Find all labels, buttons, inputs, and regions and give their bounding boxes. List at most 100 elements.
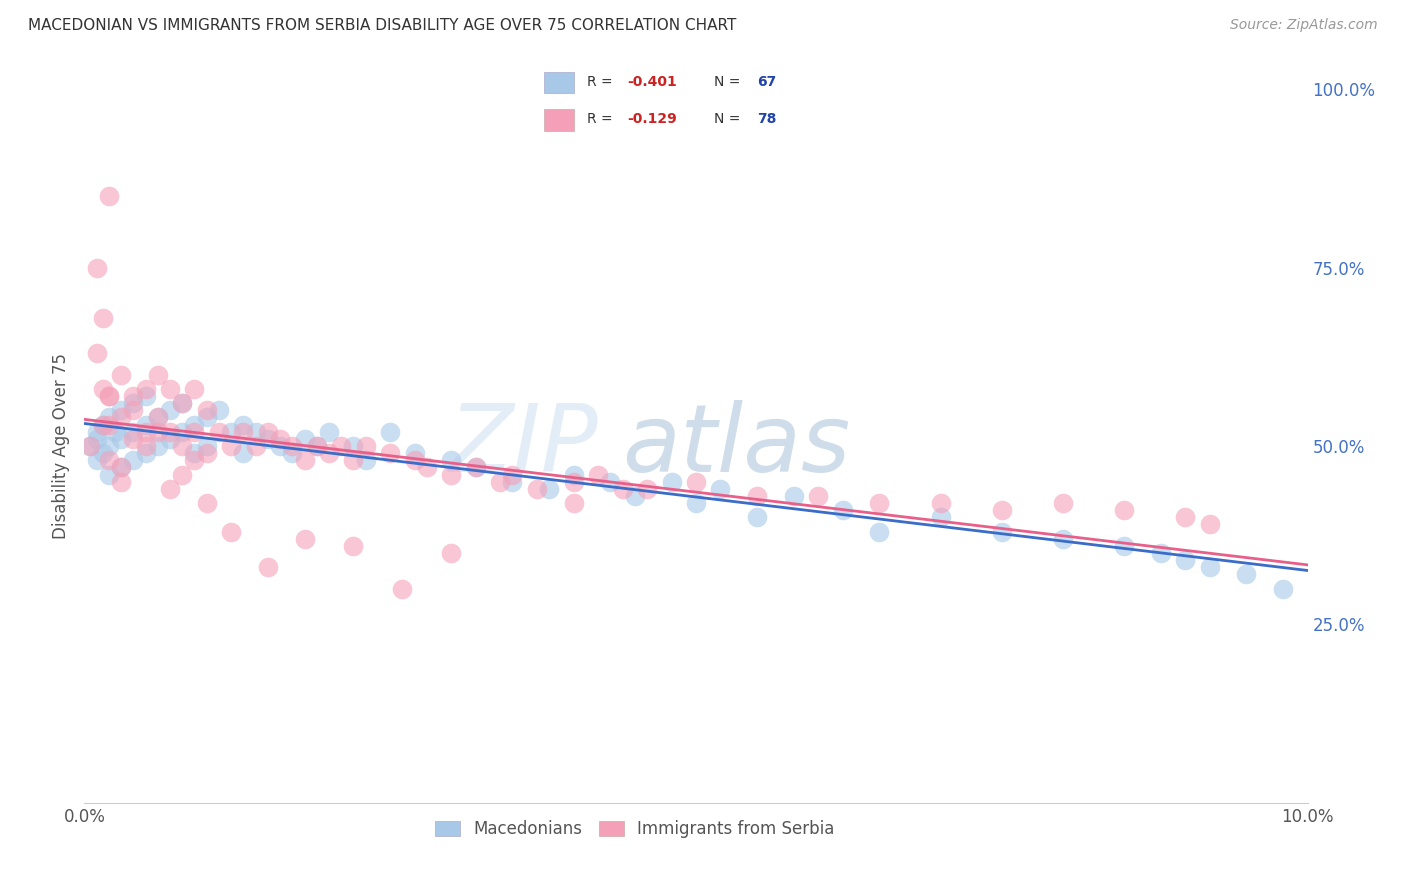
Point (269, 439, 291, 453)
Point (122, 425, 145, 439)
Point (79, 439, 101, 453)
Point (195, 446, 218, 460)
Bar (544, 110, 575, 130)
Point (294, 432, 316, 446)
Text: N =: N = (714, 112, 744, 127)
Point (330, 439, 353, 453)
Point (110, 410, 132, 425)
Point (354, 439, 377, 453)
Point (440, 453, 463, 467)
Point (440, 546, 463, 560)
Point (929, 496, 952, 510)
Point (599, 475, 621, 489)
Point (538, 482, 561, 496)
Point (208, 403, 231, 417)
Point (91, 446, 114, 460)
Point (1198, 560, 1220, 574)
Point (86, 425, 108, 439)
Point (380, 425, 402, 439)
Text: N =: N = (714, 75, 744, 89)
Point (91, 310, 114, 325)
Point (391, 582, 413, 596)
Point (783, 489, 806, 503)
Point (404, 453, 426, 467)
Point (146, 410, 169, 425)
Point (1114, 539, 1136, 553)
Point (1272, 582, 1295, 596)
Point (219, 524, 242, 539)
Point (257, 560, 280, 574)
Text: 67: 67 (756, 75, 776, 89)
Point (464, 460, 486, 475)
Point (831, 503, 853, 517)
Point (146, 439, 169, 453)
Point (747, 489, 769, 503)
Point (1198, 517, 1220, 532)
Point (342, 439, 364, 453)
Point (1052, 496, 1074, 510)
Point (208, 425, 231, 439)
Point (991, 503, 1014, 517)
Point (1236, 567, 1258, 582)
Point (172, 396, 194, 410)
Point (110, 460, 132, 475)
Point (991, 524, 1014, 539)
Point (135, 425, 157, 439)
Point (1174, 510, 1197, 524)
Point (159, 432, 181, 446)
Point (318, 425, 340, 439)
Point (807, 489, 830, 503)
Text: MACEDONIAN VS IMMIGRANTS FROM SERBIA DISABILITY AGE OVER 75 CORRELATION CHART: MACEDONIAN VS IMMIGRANTS FROM SERBIA DIS… (28, 18, 737, 33)
Point (135, 389, 157, 403)
Text: -0.129: -0.129 (627, 112, 676, 127)
Point (146, 368, 169, 382)
Point (97, 189, 120, 203)
Point (869, 496, 891, 510)
Point (1052, 532, 1074, 546)
Point (183, 417, 205, 432)
Point (624, 489, 647, 503)
Point (97, 453, 120, 467)
Point (305, 439, 328, 453)
Point (122, 453, 145, 467)
Point (172, 467, 194, 482)
Point (195, 410, 218, 425)
Point (183, 453, 205, 467)
Point (172, 425, 194, 439)
Point (281, 446, 304, 460)
Point (305, 439, 328, 453)
Point (183, 382, 205, 396)
Point (1174, 553, 1197, 567)
Point (232, 446, 254, 460)
Point (489, 475, 512, 489)
Point (636, 482, 658, 496)
Point (526, 482, 548, 496)
Point (97, 467, 120, 482)
Point (257, 425, 280, 439)
Text: -0.401: -0.401 (627, 75, 676, 89)
Point (586, 467, 609, 482)
Point (464, 460, 486, 475)
Point (110, 475, 132, 489)
Text: 78: 78 (756, 112, 776, 127)
Point (97, 410, 120, 425)
Point (195, 496, 218, 510)
Point (269, 432, 291, 446)
Point (97, 389, 120, 403)
Point (195, 403, 218, 417)
Point (257, 432, 280, 446)
Point (91, 382, 114, 396)
Text: Source: ZipAtlas.com: Source: ZipAtlas.com (1230, 18, 1378, 32)
Y-axis label: Disability Age Over 75: Disability Age Over 75 (52, 353, 70, 539)
Point (122, 389, 145, 403)
Point (110, 432, 132, 446)
Point (110, 403, 132, 417)
Point (159, 382, 181, 396)
Point (86, 432, 108, 446)
Point (172, 396, 194, 410)
Point (502, 467, 524, 482)
Text: R =: R = (586, 75, 617, 89)
Point (86, 453, 108, 467)
Point (146, 425, 169, 439)
Point (232, 425, 254, 439)
